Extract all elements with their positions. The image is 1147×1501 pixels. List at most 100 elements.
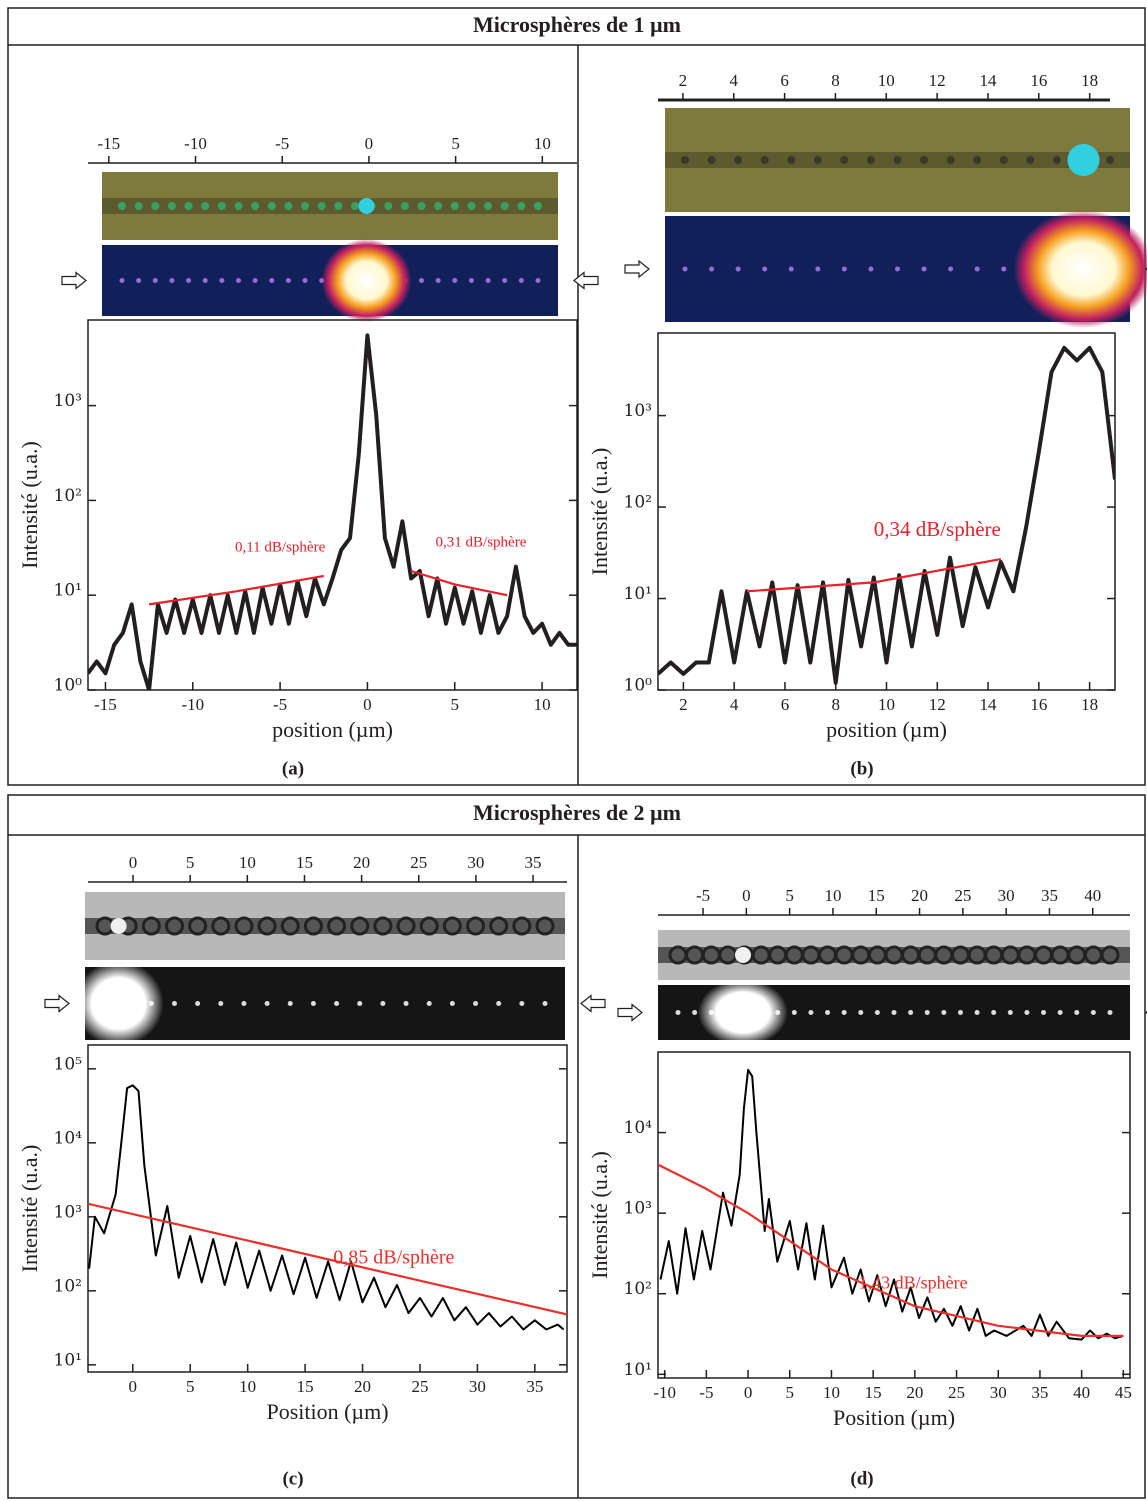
micrograph-sphere-lit [358, 198, 375, 214]
fluorescence-dot [1041, 1010, 1047, 1015]
micrograph-sphere [211, 916, 231, 936]
y-axis-label: Intensité (u.a.) [17, 1145, 42, 1273]
fluorescence-dot [692, 1010, 698, 1015]
arrow [61, 271, 87, 290]
x-tick-label: 4 [730, 695, 739, 714]
fluorescence-dot [788, 266, 794, 272]
y-tick-label: 10³ [54, 391, 82, 411]
fluorescence-dot [815, 266, 821, 272]
x-tick-label: 18 [1081, 695, 1098, 714]
micrograph-sphere [257, 916, 277, 936]
micrograph-sphere [489, 916, 509, 936]
fluorescence-dot [1074, 1010, 1080, 1015]
x-tick-label: 10 [534, 695, 551, 714]
fluorescence-dot [762, 266, 768, 272]
micrograph-sphere [946, 156, 955, 164]
intensity-line [88, 1084, 565, 1331]
micrograph-sphere-lit [110, 918, 127, 934]
section-title: Microsphères de 1 µm [473, 12, 681, 37]
scale-tick-label: -5 [275, 134, 289, 153]
x-tick-label: 16 [1030, 695, 1047, 714]
scale-tick-label: 20 [911, 886, 928, 905]
fluorescence-dot [735, 266, 741, 272]
fluorescence-dot [452, 278, 458, 283]
x-tick-label: 15 [865, 1383, 882, 1402]
x-tick-label: 6 [781, 695, 790, 714]
micrograph-sphere [334, 202, 343, 210]
x-tick-label: -10 [181, 695, 204, 714]
x-tick-label: 30 [469, 1377, 486, 1396]
y-tick-label: 10⁵ [54, 1054, 83, 1074]
scale-tick-label: 5 [451, 134, 460, 153]
scale-tick-label: 12 [929, 71, 946, 90]
fluorescence-dot [285, 278, 291, 283]
fit-annotation: 0,11 dB/sphère [235, 539, 326, 555]
fluorescence-dot [921, 266, 927, 272]
y-tick-label: 10³ [624, 1199, 652, 1219]
x-tick-label: 45 [1115, 1383, 1132, 1402]
micrograph-sphere [201, 202, 210, 210]
fluorescence-dot [948, 266, 954, 272]
micrograph-sphere [267, 202, 276, 210]
x-tick-label: 35 [1031, 1383, 1048, 1402]
fluorescence-dot [895, 266, 900, 272]
fluorescence-dot [1001, 266, 1007, 272]
fluorescence-dot [858, 1010, 864, 1015]
panel-caption: (a) [282, 758, 304, 779]
x-axis-label: Position (µm) [266, 1399, 388, 1424]
scale-tick-label: 30 [998, 886, 1015, 905]
fluorescence-glow [1013, 210, 1147, 328]
micrograph-sphere [184, 202, 193, 210]
micrograph-sphere [500, 202, 509, 210]
scale-tick-label: 0 [742, 886, 751, 905]
micrograph-sphere [396, 916, 416, 936]
micrograph-sphere [317, 202, 326, 210]
x-tick-label: 10 [878, 695, 895, 714]
frame-bottom [7, 794, 1146, 1499]
y-tick-label: 10¹ [624, 584, 652, 604]
x-tick-label: 0 [744, 1383, 753, 1402]
intensity-line [88, 333, 577, 690]
micrograph-sphere [973, 156, 982, 164]
frame-top [7, 7, 1146, 786]
y-tick-label: 10¹ [624, 1360, 652, 1380]
x-tick-label: 25 [411, 1377, 428, 1396]
micrograph-sphere [384, 202, 393, 210]
fluorescence-dot [682, 266, 688, 272]
fluorescence-dot [264, 1001, 270, 1006]
x-tick-label: 14 [980, 695, 998, 714]
scale-tick-label: 5 [785, 886, 794, 905]
fluorescence-dot [1057, 1010, 1063, 1015]
x-tick-label: 40 [1073, 1383, 1090, 1402]
micrograph-sphere [517, 202, 526, 210]
section-title: Microsphères de 2 µm [473, 800, 681, 825]
scale-tick-label: -10 [184, 134, 207, 153]
scale-tick-label: 10 [824, 886, 841, 905]
x-tick-label: 15 [297, 1377, 314, 1396]
y-tick-label: 10¹ [54, 1350, 82, 1370]
fluorescence-dot [202, 278, 208, 283]
micrograph-sphere [167, 202, 176, 210]
fit-line [658, 1163, 1124, 1337]
fluorescence-dot [518, 278, 524, 283]
fluorescence-dot [119, 278, 125, 283]
fluorescence-dot [791, 1010, 797, 1015]
y-axis-label: Intensité (u.a.) [17, 441, 42, 569]
fit-line [148, 574, 324, 606]
scale-tick-label: -5 [696, 886, 710, 905]
fluorescence-dot [957, 1010, 963, 1015]
y-tick-label: 10² [54, 1276, 82, 1296]
fluorescence-dot [302, 278, 308, 283]
micrograph-sphere [535, 916, 555, 936]
y-tick-label: 10⁴ [624, 1118, 653, 1138]
micrograph-sphere [350, 916, 370, 936]
micrograph-sphere [1100, 945, 1120, 965]
fluorescence-dot [171, 1001, 177, 1006]
micrograph-sphere [164, 916, 184, 936]
fluorescence-dot [941, 1010, 947, 1015]
micrograph-sphere [999, 156, 1008, 164]
fluorescence-dot [1007, 1010, 1013, 1015]
x-axis-label: position (µm) [826, 717, 947, 742]
x-tick-label: 20 [354, 1377, 371, 1396]
fluorescence-dot [519, 1001, 525, 1006]
